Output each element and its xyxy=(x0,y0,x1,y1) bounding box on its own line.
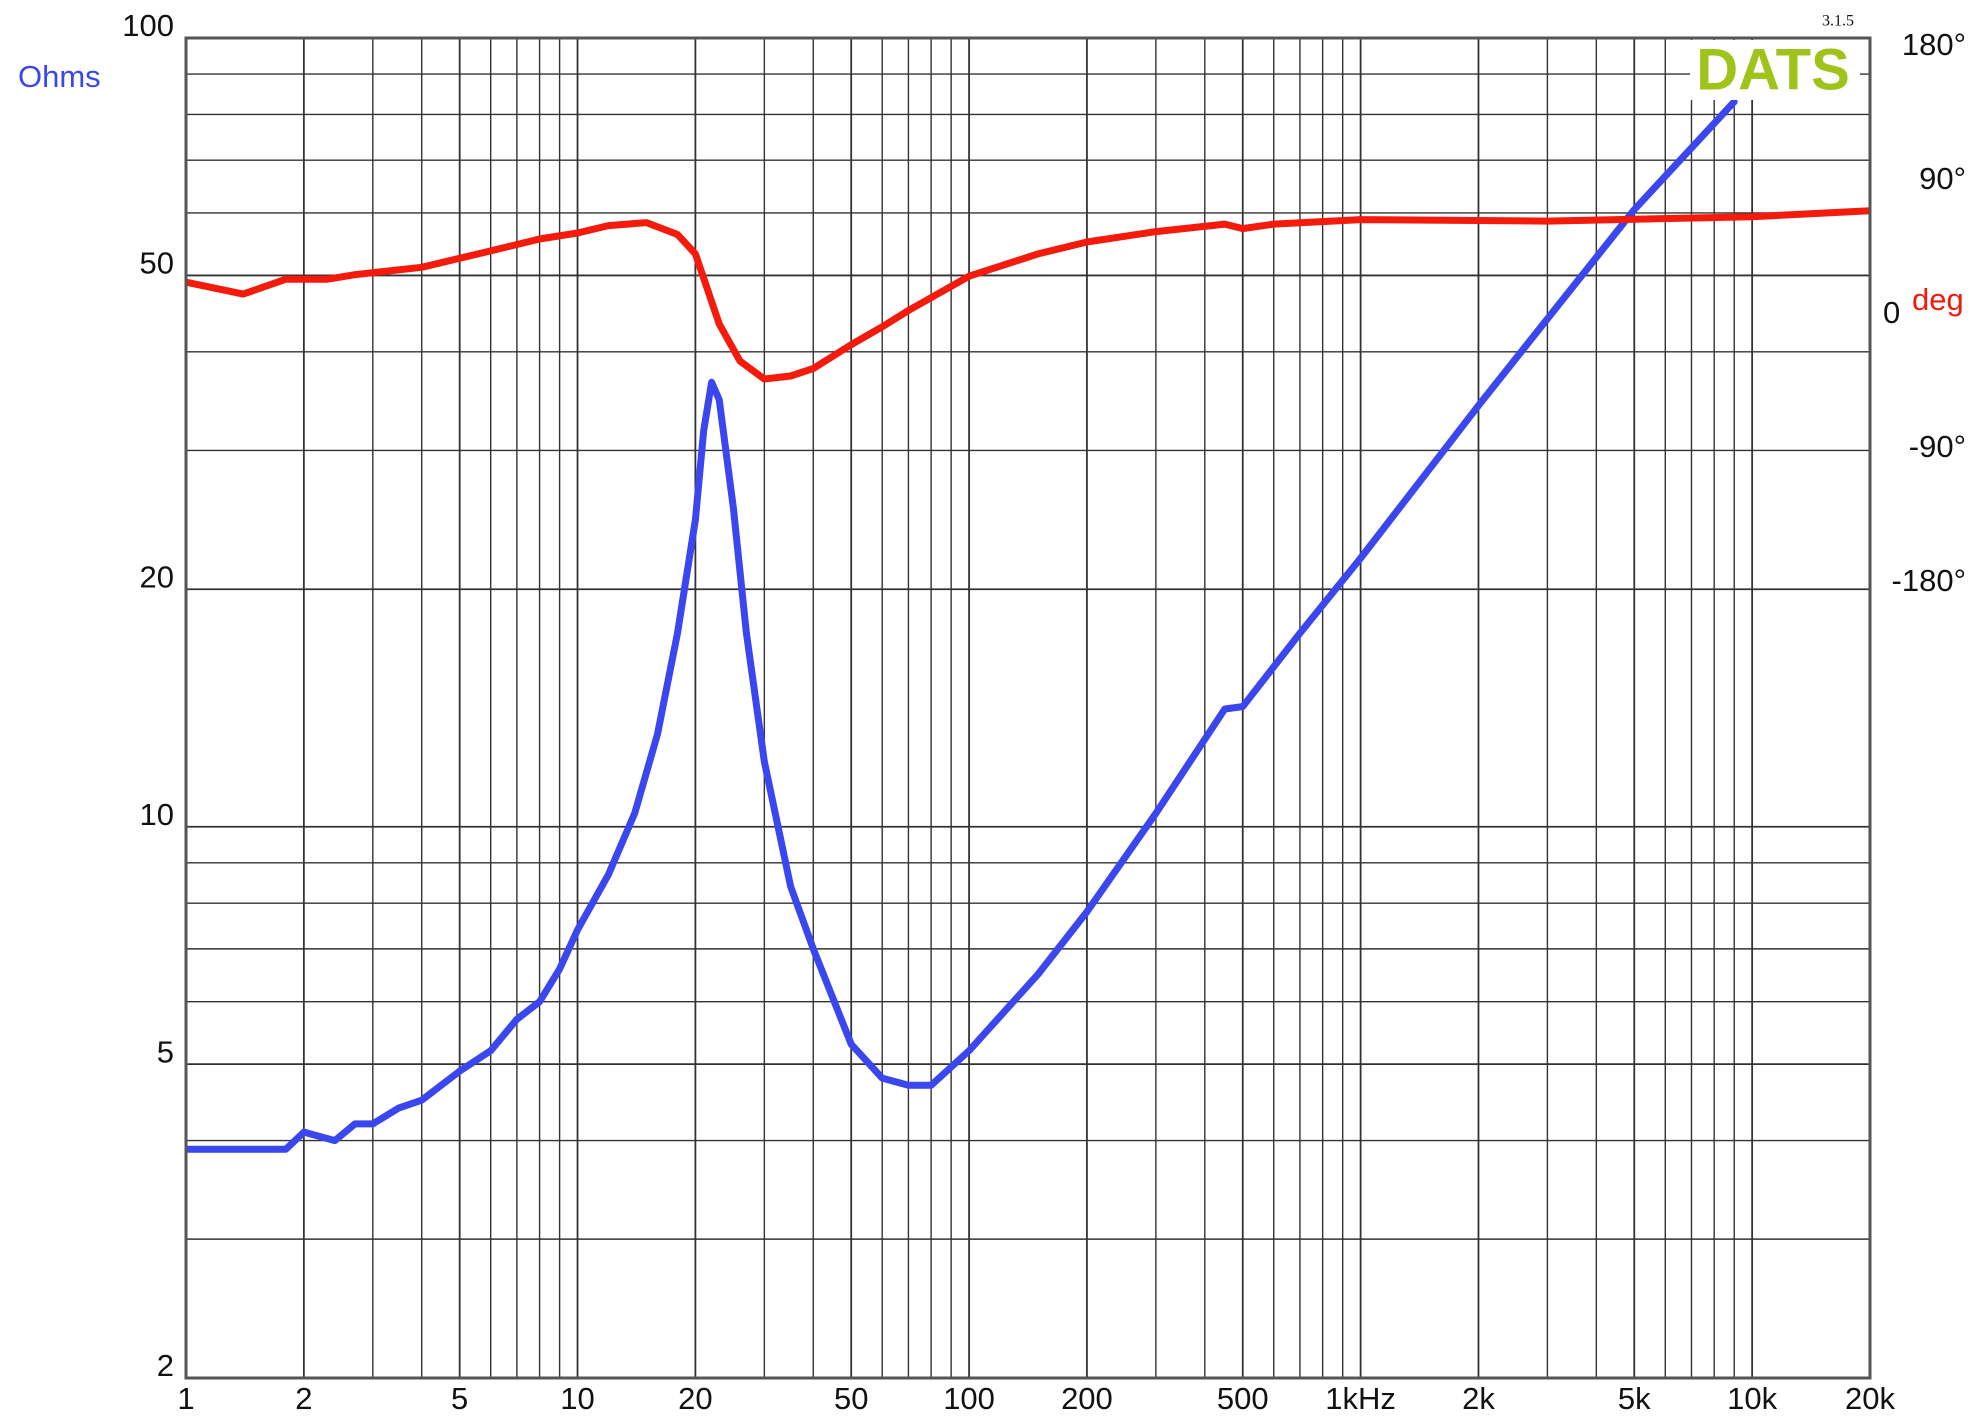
plot-frame xyxy=(184,36,1872,1380)
x-tick-label: 200 xyxy=(1061,1381,1113,1416)
x-tick-label: 10k xyxy=(1727,1381,1777,1416)
y2-tick-label: -180° xyxy=(1892,563,1966,598)
y2-tick-label: 180° xyxy=(1902,27,1966,62)
y2-tick-label: 90° xyxy=(1919,161,1966,196)
y-tick-label: 20 xyxy=(140,559,174,594)
version: 3.1.5 xyxy=(1822,13,1854,30)
y2-axis-label: deg xyxy=(1912,282,1964,317)
y2-tick-label: 0 xyxy=(1883,295,1900,330)
x-tick-label: 10 xyxy=(560,1381,594,1416)
logo: DATS xyxy=(1696,37,1850,102)
plot-area xyxy=(186,98,1870,1153)
y-tick-label: 100 xyxy=(122,8,174,43)
x-tick-label: 5k xyxy=(1618,1381,1651,1416)
series-line xyxy=(186,207,1870,383)
y-tick-label: 50 xyxy=(140,246,174,281)
x-tick-label: 20 xyxy=(678,1381,712,1416)
x-tick-label: 500 xyxy=(1217,1381,1269,1416)
y-tick-label: 10 xyxy=(140,797,174,832)
logo-background xyxy=(1690,40,1860,100)
y-tick-label: 2 xyxy=(157,1348,174,1383)
x-tick-label: 100 xyxy=(943,1381,995,1416)
x-tick-label: 20k xyxy=(1845,1381,1895,1416)
x-tick-label: 1kHz xyxy=(1325,1381,1396,1416)
y-axis-label: Ohms xyxy=(18,59,101,94)
series-line xyxy=(186,98,1738,1153)
x-tick-label: 2k xyxy=(1462,1381,1495,1416)
x-tick-label: 1 xyxy=(177,1381,194,1416)
x-tick-label: 2 xyxy=(295,1381,312,1416)
y-tick-label: 5 xyxy=(157,1034,174,1069)
x-tick-label: 50 xyxy=(834,1381,868,1416)
x-tick-label: 5 xyxy=(451,1381,468,1416)
y2-tick-label: -90° xyxy=(1909,429,1966,464)
